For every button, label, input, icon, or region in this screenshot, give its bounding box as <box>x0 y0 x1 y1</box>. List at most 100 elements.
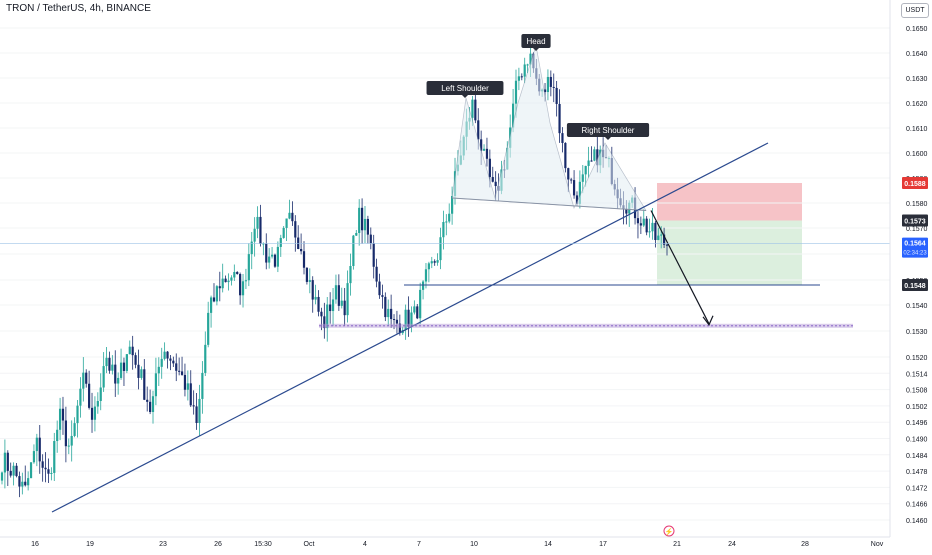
candle <box>61 396 65 435</box>
candle-body <box>137 364 140 378</box>
time-tick-label: Oct <box>304 541 315 548</box>
time-tick-label: 26 <box>214 541 222 548</box>
candle-body <box>578 181 581 204</box>
candle-body <box>58 408 62 430</box>
candle-body <box>421 281 425 290</box>
candle <box>297 225 300 250</box>
candle-body <box>90 407 94 420</box>
stop-price-marker: 0.1588 <box>902 177 928 189</box>
chart-title: TRON / TetherUS, 4h, BINANCE <box>6 3 151 14</box>
label-head[interactable]: Head <box>521 34 551 51</box>
candle-body <box>410 312 413 327</box>
candle-body <box>61 408 65 421</box>
candle <box>198 384 201 436</box>
candle-body <box>323 316 326 329</box>
price-tick-label: 0.1490 <box>906 437 928 444</box>
candle <box>369 227 372 250</box>
target-price-marker: 0.1548 <box>902 279 928 291</box>
candle <box>639 216 642 235</box>
currency-selector[interactable]: USDT <box>901 3 929 18</box>
candle-body <box>543 89 547 93</box>
candle <box>657 227 660 241</box>
candle-body <box>18 476 21 487</box>
candle-body <box>160 358 163 367</box>
candle <box>285 218 288 241</box>
candle-body <box>227 280 230 283</box>
candle <box>302 241 306 275</box>
candle <box>410 306 413 333</box>
time-tick-label: 17 <box>599 541 607 548</box>
candle-body <box>448 213 451 222</box>
candle <box>180 356 184 376</box>
candle-body <box>636 218 640 224</box>
candle-body <box>529 53 532 65</box>
candle <box>645 216 648 236</box>
candle <box>482 144 486 152</box>
candle <box>207 301 210 348</box>
candle-body <box>224 278 227 283</box>
candle-body <box>169 358 172 361</box>
candle <box>172 356 175 368</box>
candle-body <box>125 354 128 371</box>
candle-body <box>419 289 422 319</box>
candle-body <box>639 223 642 226</box>
price-tick-label: 0.1520 <box>906 355 928 362</box>
candle <box>56 420 59 453</box>
candle-body <box>279 237 282 247</box>
price-tick-label: 0.1472 <box>906 485 928 492</box>
candle <box>654 220 657 248</box>
candle <box>268 248 271 269</box>
candle-body <box>549 76 552 87</box>
events-icon[interactable]: ⚡ <box>663 525 675 537</box>
candle-body <box>471 99 474 118</box>
candle <box>250 232 253 270</box>
candle-body <box>256 216 259 229</box>
candle-body <box>404 309 407 330</box>
candle-body <box>331 299 335 312</box>
candle-body <box>662 234 666 245</box>
candle <box>340 287 343 309</box>
candle-body <box>392 319 396 321</box>
label-right-shoulder[interactable]: Right Shoulder <box>566 123 650 140</box>
candle-body <box>119 362 123 378</box>
candle-body <box>480 139 483 151</box>
candle-body <box>166 351 169 359</box>
candle-body <box>355 233 358 236</box>
label-left-shoulder[interactable]: Left Shoulder <box>426 81 504 98</box>
candle <box>149 389 152 415</box>
price-tick-label: 0.1570 <box>906 226 928 233</box>
candle <box>451 186 454 225</box>
candle <box>85 369 88 388</box>
countdown-text: 02:34:23 <box>903 251 927 257</box>
candle-body <box>85 372 88 384</box>
candle <box>558 89 561 143</box>
candle-body <box>262 243 265 245</box>
candle <box>279 234 282 257</box>
candle-body <box>485 148 489 159</box>
time-tick-label: 16 <box>31 541 39 548</box>
candle-body <box>561 133 564 143</box>
price-marker-box <box>902 279 928 291</box>
candle <box>427 261 430 283</box>
candle-body <box>250 241 253 255</box>
candle-body <box>436 260 439 263</box>
candle-body <box>511 103 515 128</box>
candle <box>305 267 309 285</box>
candle-body <box>642 218 645 226</box>
candle <box>570 177 573 184</box>
candle <box>221 263 224 293</box>
candle-body <box>186 383 189 390</box>
candle <box>256 206 259 239</box>
candle-body <box>198 398 201 424</box>
candle-body <box>218 286 221 289</box>
candle <box>346 270 349 323</box>
candle-body <box>520 76 523 78</box>
candle-body <box>363 218 367 231</box>
candle-body <box>305 267 309 282</box>
candle <box>88 370 91 410</box>
candle <box>273 253 277 268</box>
candle <box>642 208 645 228</box>
candle-body <box>273 254 277 267</box>
